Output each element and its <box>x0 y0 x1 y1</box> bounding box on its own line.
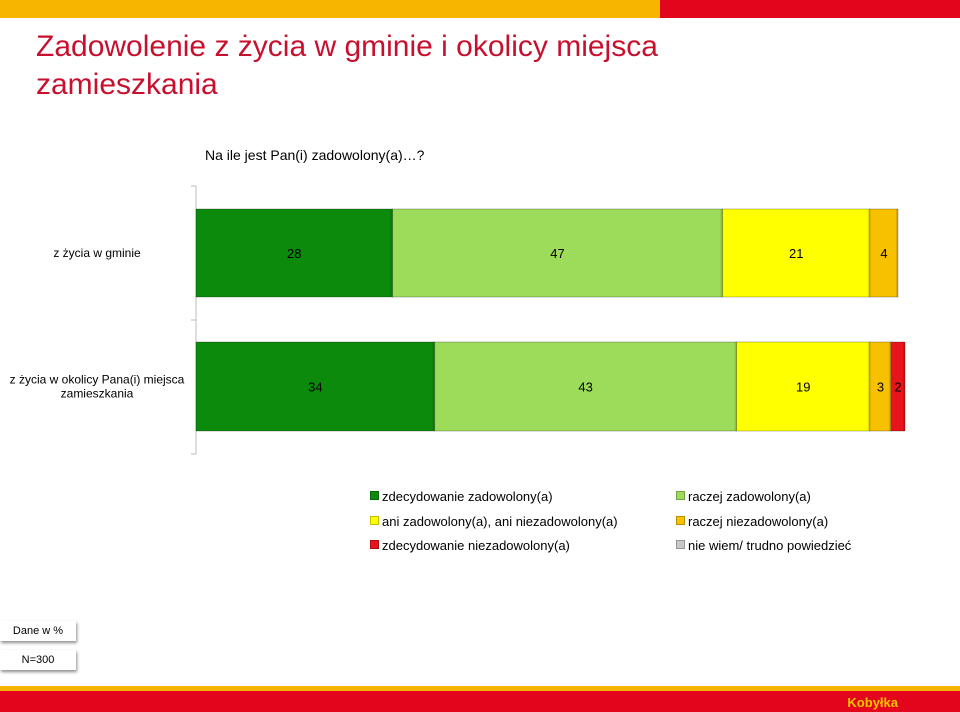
bar-segment <box>195 208 394 298</box>
bar-segment <box>434 341 738 432</box>
category-label: z życia w gminie <box>53 246 141 260</box>
legend-item: raczej zadowolony(a) <box>676 489 811 504</box>
legend-label: raczej zadowolony(a) <box>688 489 811 504</box>
category-labels: z życia w gminie z życia w okolicy Pana(i… <box>10 246 185 401</box>
bar-segment-shade <box>903 342 906 431</box>
legend-swatch <box>370 516 379 525</box>
bar-segment <box>195 341 436 432</box>
legend-label: zdecydowanie zadowolony(a) <box>382 489 553 504</box>
bar-segment <box>722 208 871 298</box>
bar-segment-shade <box>720 209 723 297</box>
data-label: 34 <box>308 380 322 395</box>
bar-segment-shade <box>867 342 870 431</box>
bar-segment <box>736 341 871 432</box>
data-label: 47 <box>550 246 564 261</box>
sample-size-note: N=300 <box>0 650 76 670</box>
legend-item: raczej niezadowolony(a) <box>676 514 828 529</box>
bar-segment-shade <box>867 209 870 297</box>
legend-item: zdecydowanie niezadowolony(a) <box>370 538 570 553</box>
bar-segment <box>869 208 899 298</box>
data-label: 21 <box>789 246 803 261</box>
bottom-bar-yellow <box>0 686 960 691</box>
data-label: 19 <box>796 380 810 395</box>
legend-swatch <box>676 491 685 500</box>
bar-segment-shade <box>888 342 891 431</box>
legend-label: raczej niezadowolony(a) <box>688 514 829 529</box>
legend-label: nie wiem/ trudno powiedzieć <box>688 538 852 553</box>
legend-item: nie wiem/ trudno powiedzieć <box>676 538 851 553</box>
legend-swatch <box>370 491 379 500</box>
brand-logo-text: Kobyłka <box>847 695 898 710</box>
legend-swatch <box>676 540 685 549</box>
bar-segment-shade <box>734 342 737 431</box>
legend-item: zdecydowanie zadowolony(a) <box>370 489 553 504</box>
bar-segment <box>890 341 906 432</box>
axis-layer <box>191 185 197 455</box>
page-title: Zadowolenie z życia w gminie i okolicy m… <box>36 30 658 101</box>
top-bar-yellow <box>0 0 660 18</box>
legend-label: ani zadowolony(a), ani niezadowolony(a) <box>382 514 618 529</box>
legend-label: zdecydowanie niezadowolony(a) <box>382 538 570 553</box>
top-bar-red <box>660 0 960 18</box>
data-label: 3 <box>877 380 884 395</box>
question-text: Na ile jest Pan(i) zadowolony(a)…? <box>205 147 425 163</box>
bar-segment <box>392 208 723 298</box>
bar-segment-shade <box>896 209 898 297</box>
bottom-bar-red <box>0 691 960 712</box>
bar-segment-shade <box>390 209 393 297</box>
legend-swatch <box>370 540 379 549</box>
legend-item: ani zadowolony(a), ani niezadowolony(a) <box>370 514 618 529</box>
data-label: 2 <box>894 380 901 395</box>
data-label: 4 <box>880 246 887 261</box>
data-label: 43 <box>578 380 592 395</box>
bars-layer: 28 47 21 4 34 43 19 3 2 <box>195 208 906 432</box>
category-label: z życia w okolicy Pana(i) miejsca zamiesz… <box>10 373 185 401</box>
data-label: 28 <box>287 246 301 261</box>
unit-note: Dane w % <box>0 621 76 641</box>
legend-swatch <box>676 516 685 525</box>
bar-segment-shade <box>432 342 435 431</box>
